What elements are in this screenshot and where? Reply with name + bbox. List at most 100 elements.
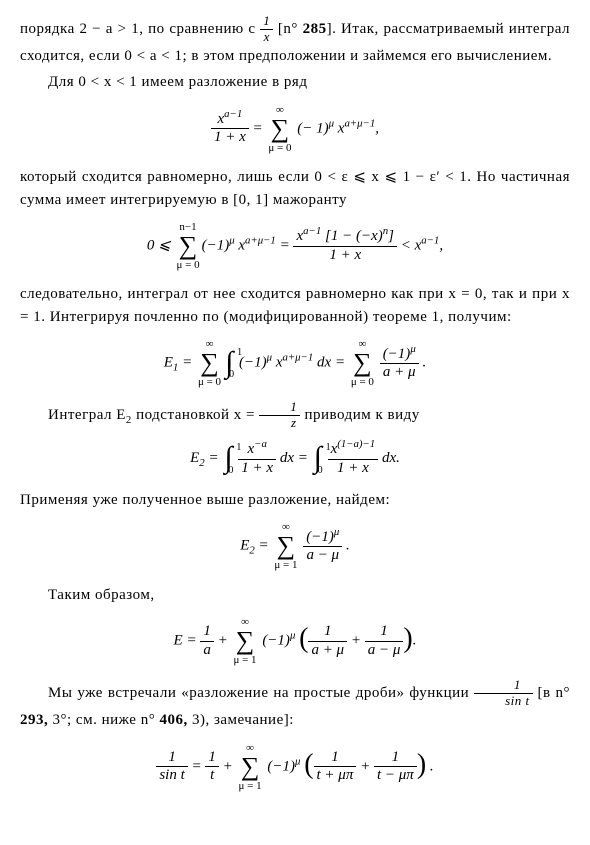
b: 0 — [228, 463, 233, 478]
t: Интеграл E — [48, 407, 126, 423]
t: 1 — [237, 345, 242, 360]
b: μ = 0 — [198, 376, 221, 388]
d: t − μπ — [374, 767, 417, 784]
fl: 1sin t — [156, 749, 187, 785]
n: (−1) — [306, 529, 334, 545]
formula-2: 0 ⩽ n−1∑μ = 0(−1)μ xa+μ−1 = xa−1 [1 − (−… — [20, 221, 570, 271]
f1: 1a — [200, 623, 214, 659]
t: x — [334, 120, 344, 136]
t: (−1) — [259, 633, 290, 649]
ref-293: 293, — [20, 712, 48, 728]
sum: ∞∑μ = 1 — [233, 616, 256, 666]
E: E = — [174, 633, 201, 649]
eq: = — [178, 355, 196, 371]
formula-7: 1sin t = 1t + ∞∑μ = 1 (−1)μ (1t + μπ + 1… — [20, 742, 570, 792]
formula-1: xa−11 + x = ∞∑μ = 0 (− 1)μ xa+μ−1, — [20, 104, 570, 154]
text: следовательно, интеграл от нее сходится … — [20, 286, 570, 325]
frac2: x(1−a)−11 + x — [328, 441, 379, 477]
p: + — [356, 758, 374, 774]
E: E — [240, 538, 249, 554]
formula-3: E1 = ∞∑μ = 01∫0 (−1)μ xa+μ−1 dx = ∞∑μ = … — [20, 338, 570, 388]
sum: ∞∑μ = 1 — [274, 521, 297, 571]
d: t — [210, 767, 214, 783]
t: Мы уже встречали «разложение на простые … — [48, 685, 474, 701]
e: a−1 — [421, 235, 439, 247]
d: sin t — [156, 767, 187, 784]
text: который сходится равномерно, лишь если 0… — [20, 169, 570, 208]
n2: [1 − (−x) — [321, 228, 382, 244]
sum2: ∞∑μ = 0 — [351, 338, 374, 388]
d: 1 + x — [293, 247, 397, 264]
b: μ = 0 — [351, 376, 374, 388]
para-2: Для 0 < x < 1 имеем разложение в ряд — [20, 71, 570, 94]
t: 0 ⩽ — [147, 238, 175, 254]
p: + — [347, 633, 365, 649]
E: E — [190, 451, 199, 467]
b: μ = 1 — [233, 654, 256, 666]
f2: 1a + μ — [308, 623, 347, 659]
t: приводим к виду — [300, 407, 420, 423]
formula-6: E = 1a + ∞∑μ = 1 (−1)μ (1a + μ + 1a − μ)… — [20, 616, 570, 666]
para-3: который сходится равномерно, лишь если 0… — [20, 166, 570, 211]
d: z — [291, 415, 297, 430]
t: (−1) — [202, 238, 230, 254]
para-8: Мы уже встречали «разложение на простые … — [20, 678, 570, 731]
den: x — [264, 29, 270, 44]
dx: dx = — [276, 451, 312, 467]
t: (−1) — [264, 758, 295, 774]
n: 1 — [474, 678, 533, 694]
b: μ = 0 — [268, 142, 291, 154]
e: (1−a)−1 — [337, 438, 375, 450]
b: 0 — [229, 367, 234, 382]
t: (− 1) — [294, 120, 329, 136]
d: a + μ — [308, 642, 347, 659]
sum: n−1∑μ = 0 — [176, 221, 199, 271]
d: t + μπ — [314, 767, 357, 784]
int: 1∫0 — [225, 348, 233, 380]
eq: = — [255, 538, 273, 554]
E: E — [164, 355, 173, 371]
formula-5: E2 = ∞∑μ = 1 (−1)μa − μ . — [20, 521, 570, 571]
n: 1 — [259, 400, 300, 416]
sum: ∞∑μ = 1 — [239, 742, 262, 792]
f3: 1a − μ — [365, 623, 404, 659]
e: a+μ−1 — [245, 235, 276, 247]
e: a+μ−1 — [283, 352, 314, 364]
ref-285: 285 — [303, 21, 327, 37]
sum: ∞∑μ = 0 — [198, 338, 221, 388]
e: μ — [410, 343, 415, 355]
n: 1 — [200, 623, 214, 641]
d: a + μ — [380, 364, 419, 381]
n: 1 — [374, 749, 417, 767]
t: 3), замечание]: — [188, 712, 294, 728]
e: a−1 — [224, 108, 242, 120]
t: 1 — [236, 440, 241, 455]
eq: = — [249, 120, 267, 136]
e: μ — [334, 526, 339, 538]
n: 1 — [314, 749, 357, 767]
frac: (−1)μa + μ — [380, 346, 419, 382]
b: μ = 1 — [274, 559, 297, 571]
d: a — [203, 642, 211, 658]
d: 1 + x — [211, 129, 249, 146]
t: [в n° — [533, 685, 570, 701]
n: 1 — [365, 623, 404, 641]
frac-sin: 1sin t — [474, 678, 533, 709]
int: 1∫0 — [224, 443, 232, 475]
text: Применяя уже полученное выше разложение,… — [20, 492, 390, 508]
e: a+μ−1 — [344, 117, 375, 129]
frac-1z: 1z — [259, 400, 300, 431]
para-7: Таким образом, — [20, 584, 570, 607]
num: 1 — [260, 14, 273, 30]
t: < x — [397, 238, 421, 254]
b: 0 — [318, 463, 323, 478]
n3: ] — [388, 228, 394, 244]
para-4: следовательно, интеграл от нее сходится … — [20, 283, 570, 328]
d: 1 + x — [328, 460, 379, 477]
sum: ∞∑μ = 0 — [268, 104, 291, 154]
n: 1 — [156, 749, 187, 767]
para-1: порядка 2 − a > 1, по сравнению с 1x [n°… — [20, 14, 570, 67]
p: + — [219, 758, 237, 774]
t: подстановкой x = — [132, 407, 259, 423]
frac: x−a1 + x — [238, 441, 276, 477]
